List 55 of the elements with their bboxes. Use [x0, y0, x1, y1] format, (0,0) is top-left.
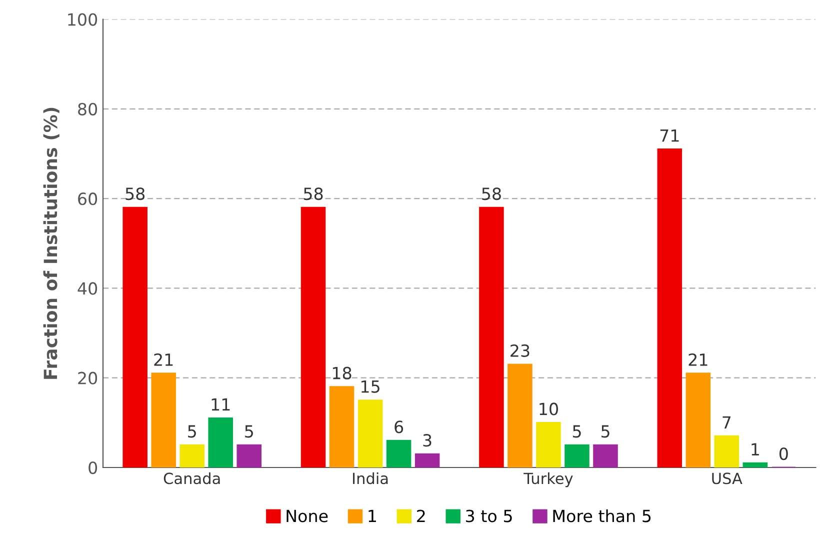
y-tick-label: 0: [88, 461, 98, 474]
bar: [122, 206, 148, 468]
y-tick-label: 100: [68, 13, 98, 26]
bar: [414, 453, 440, 468]
y-tick-label: 60: [78, 192, 98, 206]
x-tick-label: Canada: [164, 472, 220, 484]
data-label: 23: [510, 344, 530, 358]
bar: [479, 206, 504, 468]
bar: [714, 435, 740, 468]
bar: [564, 444, 590, 468]
data-label: 21: [688, 353, 708, 366]
bar: [180, 444, 204, 468]
bar: [151, 372, 176, 468]
data-label: 5: [572, 425, 581, 438]
x-tick-label: USA: [712, 472, 742, 484]
legend-label: 1: [368, 510, 376, 522]
legend-label: 3 to 5: [466, 510, 512, 522]
y-tick-label: 40: [78, 282, 98, 295]
data-label: 5: [601, 425, 610, 438]
data-label: 11: [212, 398, 230, 411]
bar: [386, 440, 412, 468]
legend-label: 2: [417, 510, 425, 522]
bar: [508, 364, 532, 468]
bar: [686, 372, 711, 468]
data-label: 5: [188, 425, 196, 438]
bar: [593, 444, 618, 468]
data-label: 3: [423, 434, 432, 447]
data-label: 18: [333, 366, 352, 380]
bar: [208, 417, 233, 468]
data-label: 7: [722, 416, 731, 428]
data-label: 58: [126, 188, 145, 200]
y-tick-label: 80: [78, 102, 98, 116]
data-label: 15: [362, 380, 380, 393]
bar: [742, 462, 768, 468]
bar: [536, 422, 561, 468]
data-label: 6: [394, 420, 404, 434]
data-label: 58: [482, 188, 501, 200]
data-label: 1: [752, 443, 759, 456]
bar: [358, 400, 383, 468]
data-label: 71: [660, 129, 679, 142]
bar: [657, 148, 682, 468]
x-tick-label: India: [353, 472, 388, 484]
bar: [300, 206, 326, 468]
x-tick-label: Turkey: [524, 472, 573, 488]
data-label: 21: [154, 353, 173, 366]
data-label: 5: [245, 425, 253, 438]
data-label: 10: [540, 402, 558, 416]
y-tick-label: 20: [78, 372, 98, 384]
legend-label: More than 5: [553, 509, 651, 522]
bar: [329, 386, 354, 468]
bar: [236, 444, 262, 468]
y-axis-title: Fraction of Institutions (%): [43, 108, 60, 379]
data-label: 58: [304, 188, 323, 200]
data-label: 0: [779, 447, 788, 460]
legend-label: None: [286, 510, 328, 522]
